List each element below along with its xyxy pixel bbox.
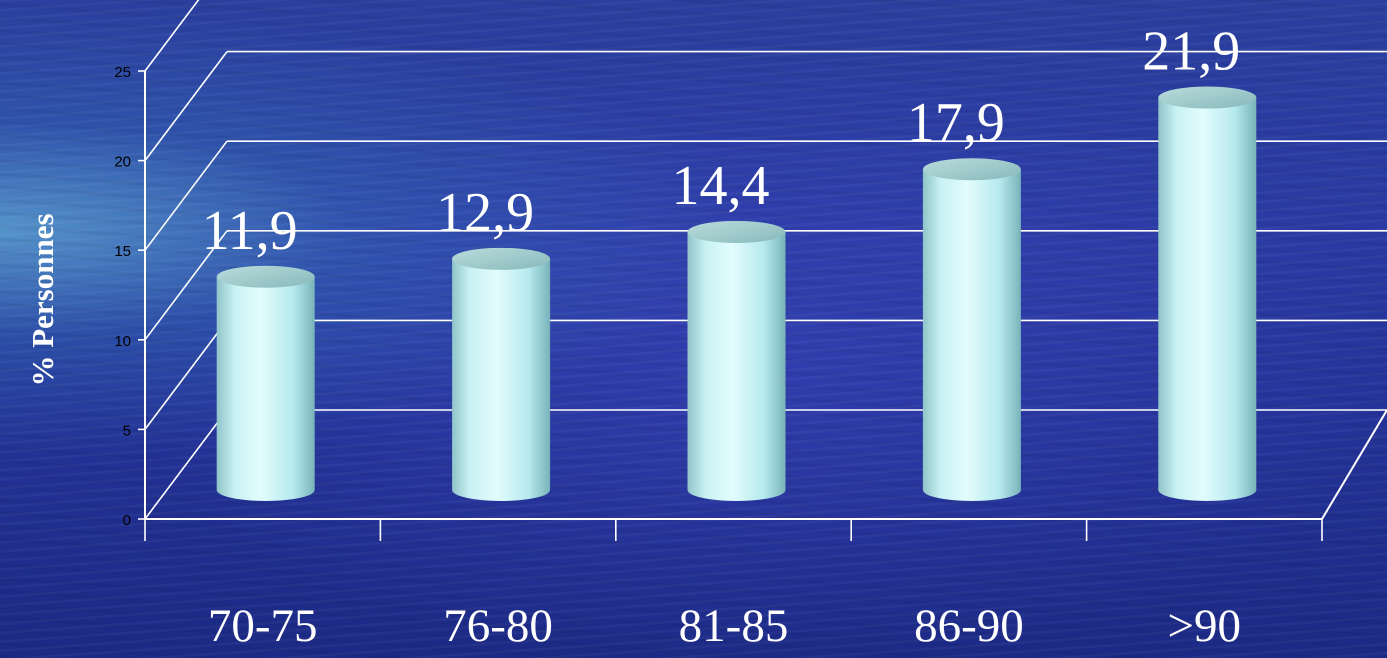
category-label-1: 76-80: [443, 600, 553, 652]
y-axis-label: % Personnes: [25, 213, 60, 386]
gridline-side-1: [144, 319, 228, 430]
data-label-1: 12,9: [436, 182, 534, 244]
data-label-3: 17,9: [907, 92, 1005, 154]
bar-body-3: [922, 169, 1021, 501]
axes: [138, 70, 1387, 541]
gridline-side-4: [144, 51, 228, 162]
bar-body-1: [452, 258, 551, 501]
bar-body-4: [1158, 97, 1257, 501]
bar-body-2: [687, 231, 786, 501]
y-tick-label-4: 20: [114, 154, 131, 171]
bar-top-4: [1158, 86, 1257, 109]
gridline-side-3: [144, 140, 228, 251]
bar-top-1: [452, 247, 551, 270]
gridline-side-5: [144, 0, 200, 72]
category-label-4: >90: [1168, 600, 1242, 652]
bar-1: [452, 247, 551, 501]
labels: 0 5 10 15 20 25 11,9 70-75 12,9 76-80 14,4 81-85 17,…: [114, 21, 1241, 652]
y-tick-label-1: 5: [123, 422, 131, 439]
y-tick-label-0: 0: [123, 512, 131, 529]
gridline-side-2: [144, 230, 228, 341]
bar-body-0: [216, 276, 315, 502]
category-label-2: 81-85: [679, 600, 789, 652]
bar-3: [922, 158, 1021, 501]
bar-top-3: [922, 158, 1021, 181]
data-label-0: 11,9: [202, 200, 298, 262]
bar-top-0: [216, 265, 315, 288]
bar-top-2: [687, 220, 786, 243]
bar-4: [1158, 86, 1257, 501]
bar-0: [216, 265, 315, 502]
y-tick-label-2: 10: [114, 333, 131, 350]
category-label-0: 70-75: [208, 600, 318, 652]
y-tick-label-5: 25: [114, 64, 131, 81]
gridline-side-0: [144, 409, 228, 520]
data-label-2: 14,4: [672, 155, 770, 217]
bar-2: [687, 220, 786, 501]
data-label-4: 21,9: [1142, 21, 1240, 83]
y-tick-label-3: 15: [114, 243, 131, 260]
bars: [216, 86, 1257, 502]
category-label-3: 86-90: [914, 600, 1024, 652]
floor-right-edge: [1321, 409, 1387, 520]
